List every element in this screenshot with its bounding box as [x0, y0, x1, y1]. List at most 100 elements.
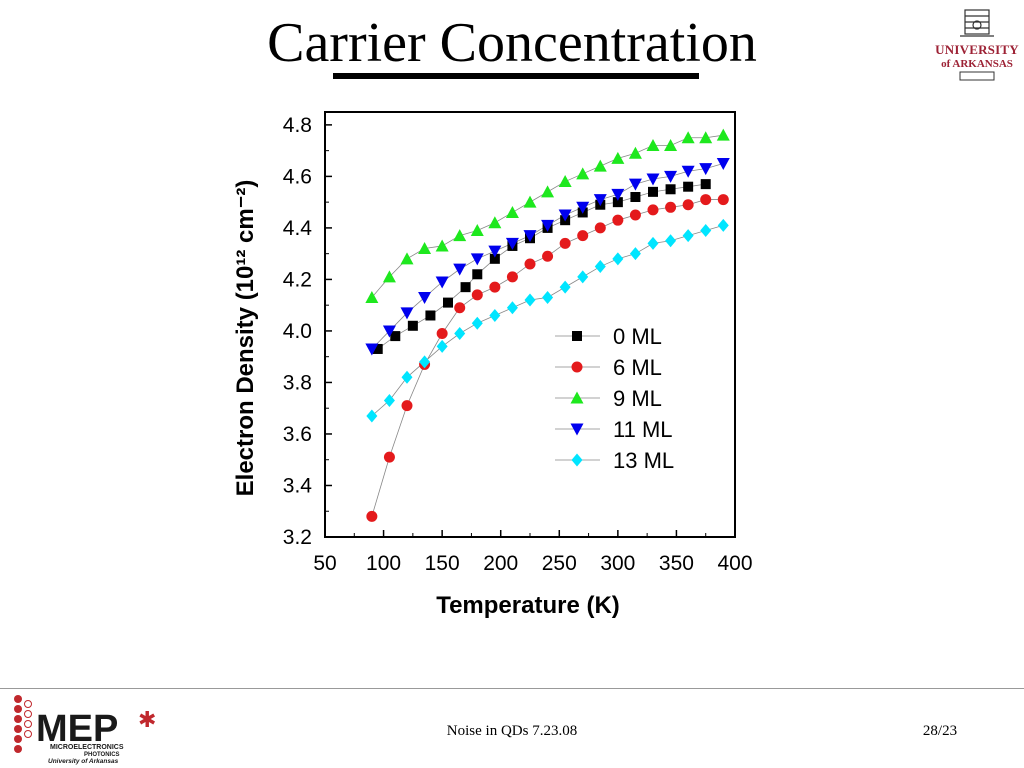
data-point-9-ml — [523, 195, 537, 208]
data-point-13-ml — [700, 223, 712, 237]
x-axis-label: Temperature (K) — [436, 592, 620, 619]
university-logo-line2: of ARKANSAS — [941, 58, 1013, 70]
y-tick-label: 3.4 — [283, 474, 313, 497]
data-point-6-ml — [559, 237, 571, 249]
legend-marker — [570, 423, 584, 436]
data-point-11-ml — [505, 237, 519, 250]
x-tick-label: 400 — [717, 552, 752, 575]
y-axis-label: Electron Density (10¹² cm⁻²) — [232, 180, 259, 497]
data-point-0-ml — [390, 331, 401, 342]
series-line-9-ml — [371, 134, 724, 298]
data-point-9-ml — [453, 229, 467, 242]
data-point-6-ml — [612, 214, 624, 226]
data-point-11-ml — [470, 253, 484, 266]
data-point-0-ml — [489, 253, 500, 264]
data-point-9-ml — [628, 146, 642, 159]
data-point-11-ml — [541, 219, 555, 232]
legend-marker — [571, 453, 583, 467]
data-point-11-ml — [435, 276, 449, 289]
data-point-13-ml — [454, 327, 466, 341]
footer-divider — [0, 688, 1024, 689]
data-point-0-ml — [407, 320, 418, 331]
data-point-0-ml — [372, 343, 383, 354]
data-point-6-ml — [647, 204, 659, 216]
y-tick-label: 3.8 — [283, 371, 312, 394]
data-point-13-ml — [542, 290, 554, 304]
data-point-11-ml — [418, 291, 432, 304]
data-point-6-ml — [401, 400, 413, 412]
data-point-9-ml — [681, 131, 695, 144]
data-point-13-ml — [506, 301, 518, 315]
x-tick-label: 150 — [425, 552, 460, 575]
data-point-11-ml — [488, 245, 502, 258]
data-point-6-ml — [471, 289, 483, 301]
data-point-9-ml — [418, 242, 432, 255]
data-point-11-ml — [716, 158, 730, 171]
mep-logo-sub2: PHOTONICS — [84, 752, 120, 758]
chart: 50 100 150 200 250 300 350 400 3.2 3.4 3.6 3.8 4.0 4.… — [220, 100, 780, 640]
legend-marker — [572, 331, 582, 341]
data-point-0-ml — [630, 192, 641, 202]
data-point-9-ml — [558, 175, 572, 188]
legend-marker — [570, 391, 584, 404]
y-tick-label: 4.8 — [283, 114, 312, 137]
data-point-11-ml — [646, 173, 660, 186]
data-point-13-ml — [665, 234, 677, 248]
x-tick-label: 100 — [366, 552, 401, 575]
data-point-11-ml — [628, 178, 642, 191]
data-point-11-ml — [664, 170, 678, 183]
data-point-6-ml — [366, 510, 378, 522]
data-point-11-ml — [611, 188, 625, 201]
y-tick-label: 4.2 — [283, 268, 312, 291]
data-point-11-ml — [400, 307, 414, 320]
data-point-6-ml — [454, 302, 466, 314]
data-point-6-ml — [717, 194, 729, 206]
data-point-13-ml — [559, 280, 571, 294]
page-number: 28/23 — [922, 723, 958, 739]
data-point-13-ml — [524, 293, 536, 307]
legend-label: 6 ML — [613, 355, 662, 380]
data-point-0-ml — [648, 186, 658, 197]
data-point-13-ml — [577, 270, 589, 284]
data-point-6-ml — [436, 328, 448, 340]
x-tick-label: 350 — [659, 552, 694, 575]
data-point-6-ml — [506, 271, 518, 283]
data-point-6-ml — [577, 230, 589, 242]
data-point-6-ml — [700, 194, 712, 206]
data-point-0-ml — [460, 282, 471, 293]
data-point-13-ml — [612, 252, 624, 266]
data-point-13-ml — [436, 339, 448, 353]
chart-svg: 50 100 150 200 250 300 350 400 3.2 3.4 3.6 3.8 4.0 4.… — [232, 111, 753, 619]
data-point-9-ml — [435, 239, 449, 252]
data-point-0-ml — [443, 297, 453, 308]
x-tick-label: 50 — [313, 552, 336, 575]
university-logo-line1: UNIVERSITY — [935, 42, 1019, 57]
data-point-0-ml — [612, 197, 623, 208]
data-point-0-ml — [425, 310, 436, 321]
data-point-0-ml — [472, 269, 483, 280]
y-tick-label: 4.0 — [283, 320, 312, 343]
data-point-9-ml — [505, 205, 519, 218]
footer-title: Noise in QDs 7.23.08 — [446, 723, 578, 739]
data-point-9-ml — [593, 159, 607, 172]
data-point-6-ml — [594, 222, 606, 234]
data-point-13-ml — [629, 247, 641, 261]
data-point-9-ml — [400, 252, 414, 265]
legend-marker — [571, 361, 583, 373]
data-point-9-ml — [382, 270, 396, 283]
data-point-11-ml — [382, 325, 396, 338]
data-point-13-ml — [401, 370, 413, 384]
data-point-13-ml — [717, 218, 729, 232]
y-tick-label: 4.4 — [283, 217, 313, 240]
data-point-13-ml — [594, 260, 606, 274]
x-tick-label: 250 — [542, 552, 577, 575]
mep-logo-sub1: MICROELECTRONICS — [50, 744, 124, 751]
data-point-9-ml — [716, 128, 730, 141]
data-point-9-ml — [365, 290, 379, 303]
data-point-9-ml — [646, 138, 660, 151]
mep-logo-star: ✱ — [138, 707, 156, 732]
x-tick-label: 200 — [483, 552, 518, 575]
data-point-6-ml — [682, 199, 694, 211]
data-point-0-ml — [700, 179, 711, 190]
legend: 0 ML 6 ML 9 ML 11 ML 13 ML — [555, 324, 674, 473]
